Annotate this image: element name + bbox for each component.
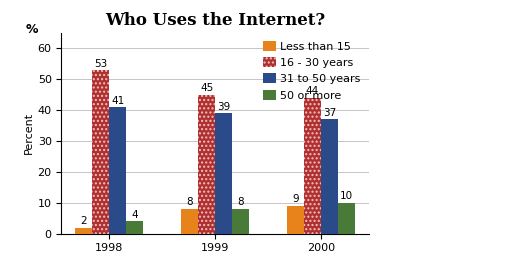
Bar bbox=[198, 95, 215, 234]
Bar bbox=[92, 70, 109, 234]
Text: 39: 39 bbox=[217, 102, 230, 112]
Bar bbox=[215, 113, 232, 234]
Bar bbox=[304, 98, 321, 234]
Y-axis label: Percent: Percent bbox=[24, 112, 33, 155]
Bar bbox=[75, 228, 92, 234]
Text: 45: 45 bbox=[200, 83, 213, 93]
Text: 9: 9 bbox=[292, 194, 298, 204]
Text: 41: 41 bbox=[111, 96, 124, 106]
Title: Who Uses the Internet?: Who Uses the Internet? bbox=[105, 12, 325, 29]
Text: 37: 37 bbox=[323, 108, 336, 118]
Text: 44: 44 bbox=[306, 86, 319, 96]
Bar bbox=[181, 209, 198, 234]
Legend: Less than 15, 16 - 30 years, 31 to 50 years, 50 or more: Less than 15, 16 - 30 years, 31 to 50 ye… bbox=[261, 39, 363, 103]
Bar bbox=[287, 206, 304, 234]
Text: 8: 8 bbox=[186, 197, 193, 208]
Bar bbox=[109, 107, 126, 234]
Text: 4: 4 bbox=[132, 210, 138, 220]
Text: 10: 10 bbox=[339, 191, 353, 201]
Bar bbox=[338, 203, 355, 234]
Bar bbox=[321, 119, 338, 234]
Text: 53: 53 bbox=[94, 59, 108, 68]
Text: %: % bbox=[26, 23, 38, 36]
Text: 8: 8 bbox=[237, 197, 244, 208]
Bar bbox=[232, 209, 249, 234]
Bar bbox=[126, 221, 143, 234]
Text: 2: 2 bbox=[80, 216, 87, 226]
